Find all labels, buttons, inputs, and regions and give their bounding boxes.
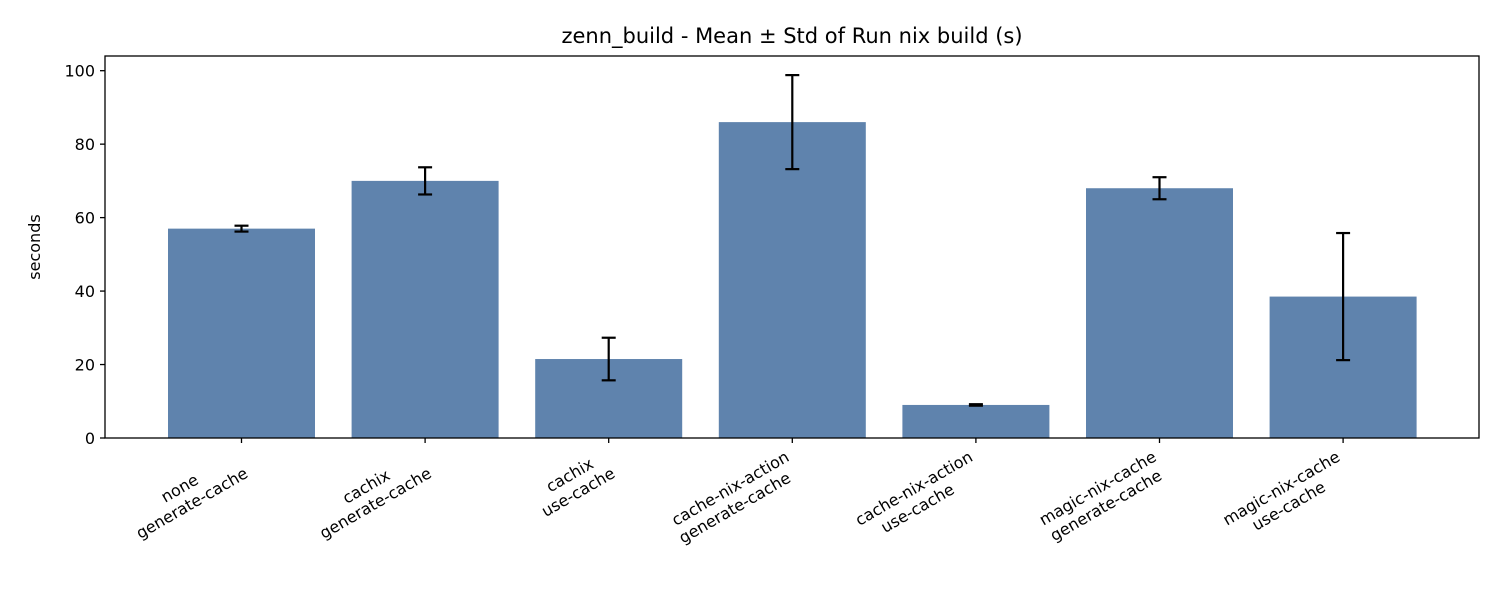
bar [351,180,499,438]
error-bar [234,224,249,233]
error-bar [1336,231,1351,362]
x-tick-label: cache-nix-actionuse-cache [852,447,986,546]
error-bar [968,403,983,407]
error-bar [785,73,800,171]
x-tick-label: nonegenerate-cache [123,447,251,543]
error-bar [1152,176,1167,201]
x-tick-label: cache-nix-actiongenerate-cache [666,447,802,547]
y-tick-label: 0 [85,429,95,448]
error-bars-layer [234,73,1351,407]
y-axis: 0 20 40 60 80 100 [64,62,105,448]
y-axis-label: seconds [25,214,44,279]
error-bar [418,166,433,196]
x-tick-label: magic-nix-cacheuse-cache [1219,447,1352,546]
y-tick-label: 60 [75,209,95,228]
bar [1086,188,1233,438]
y-tick-label: 20 [75,356,95,375]
error-bar [601,336,616,382]
y-tick-label: 80 [75,135,95,154]
x-tick-label: magic-nix-cachegenerate-cache [1036,447,1169,546]
chart-title: zenn_build - Mean ± Std of Run nix build… [561,24,1022,49]
bars-layer [168,122,1417,438]
y-tick-label: 40 [75,282,95,301]
x-tick-label: cachixgenerate-cache [307,447,435,543]
y-tick-label: 100 [64,62,95,81]
plot-frame [104,55,1480,439]
bar [168,228,315,438]
x-axis: nonegenerate-cache cachixgenerate-cache ca… [123,438,1352,547]
x-tick-label: cachixuse-cache [529,447,619,521]
bar [718,122,866,438]
bar [902,404,1050,438]
